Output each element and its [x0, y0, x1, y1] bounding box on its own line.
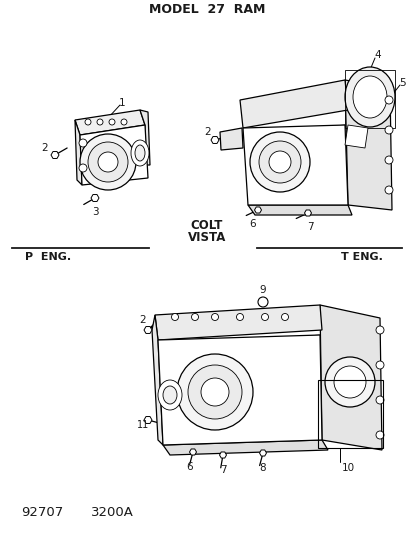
- Ellipse shape: [375, 326, 383, 334]
- Ellipse shape: [333, 366, 365, 398]
- Ellipse shape: [98, 152, 118, 172]
- Ellipse shape: [375, 431, 383, 439]
- Text: 6: 6: [249, 219, 256, 229]
- Text: 3: 3: [91, 207, 98, 217]
- Ellipse shape: [121, 119, 127, 125]
- Polygon shape: [75, 120, 82, 185]
- Polygon shape: [158, 335, 321, 445]
- Ellipse shape: [131, 140, 149, 166]
- Polygon shape: [51, 151, 59, 158]
- Polygon shape: [344, 125, 367, 148]
- Ellipse shape: [211, 313, 218, 320]
- Text: 92707: 92707: [21, 506, 63, 519]
- Text: 2: 2: [204, 127, 211, 137]
- Ellipse shape: [324, 357, 374, 407]
- Ellipse shape: [384, 156, 392, 164]
- Ellipse shape: [375, 396, 383, 404]
- Polygon shape: [242, 125, 347, 205]
- Ellipse shape: [177, 354, 252, 430]
- Ellipse shape: [344, 67, 394, 127]
- Ellipse shape: [188, 365, 242, 419]
- Text: 7: 7: [306, 222, 313, 232]
- Polygon shape: [152, 315, 163, 445]
- Text: 5: 5: [399, 78, 405, 88]
- Ellipse shape: [80, 134, 136, 190]
- Ellipse shape: [85, 119, 91, 125]
- Polygon shape: [189, 449, 196, 455]
- Ellipse shape: [79, 164, 87, 172]
- Bar: [317, 380, 382, 448]
- Text: 6: 6: [186, 462, 193, 472]
- Text: 4: 4: [374, 50, 380, 60]
- Text: P  ENG.: P ENG.: [24, 252, 71, 262]
- Polygon shape: [163, 440, 327, 455]
- Ellipse shape: [375, 361, 383, 369]
- Polygon shape: [259, 450, 266, 456]
- Text: 10: 10: [341, 463, 354, 473]
- Text: 11: 11: [137, 420, 149, 430]
- Polygon shape: [254, 207, 261, 213]
- Text: 2: 2: [42, 143, 48, 153]
- Ellipse shape: [257, 297, 267, 307]
- Text: 8: 8: [259, 463, 266, 473]
- Polygon shape: [219, 452, 226, 458]
- Text: 3200A: 3200A: [91, 506, 134, 519]
- Polygon shape: [304, 210, 311, 216]
- Polygon shape: [140, 110, 150, 165]
- Ellipse shape: [191, 313, 198, 320]
- Ellipse shape: [249, 132, 309, 192]
- Ellipse shape: [268, 151, 290, 173]
- Text: 9: 9: [259, 285, 266, 295]
- Polygon shape: [211, 136, 218, 143]
- Ellipse shape: [135, 145, 145, 161]
- Ellipse shape: [384, 96, 392, 104]
- Ellipse shape: [384, 126, 392, 134]
- Polygon shape: [154, 305, 321, 340]
- Polygon shape: [144, 327, 152, 334]
- Polygon shape: [319, 305, 381, 450]
- Ellipse shape: [352, 76, 386, 118]
- Text: 2: 2: [139, 315, 146, 325]
- Polygon shape: [91, 195, 99, 201]
- Text: 7: 7: [219, 465, 226, 475]
- Ellipse shape: [236, 313, 243, 320]
- Ellipse shape: [158, 380, 182, 410]
- Ellipse shape: [201, 378, 228, 406]
- Polygon shape: [144, 416, 152, 423]
- Text: 1: 1: [119, 98, 125, 108]
- Ellipse shape: [259, 141, 300, 183]
- Ellipse shape: [261, 313, 268, 320]
- Text: T ENG.: T ENG.: [340, 252, 382, 262]
- Ellipse shape: [171, 313, 178, 320]
- Polygon shape: [240, 80, 347, 128]
- Ellipse shape: [281, 313, 288, 320]
- Ellipse shape: [384, 186, 392, 194]
- Ellipse shape: [163, 386, 177, 404]
- Polygon shape: [344, 80, 391, 210]
- Ellipse shape: [79, 139, 87, 147]
- Polygon shape: [247, 205, 351, 215]
- Ellipse shape: [109, 119, 115, 125]
- Text: COLT: COLT: [190, 219, 223, 232]
- Bar: [344, 70, 394, 128]
- Text: MODEL  27  RAM: MODEL 27 RAM: [148, 3, 265, 16]
- Polygon shape: [75, 110, 145, 135]
- Ellipse shape: [88, 142, 128, 182]
- Text: VISTA: VISTA: [188, 231, 225, 244]
- Ellipse shape: [97, 119, 103, 125]
- Polygon shape: [80, 125, 147, 185]
- Polygon shape: [219, 128, 242, 150]
